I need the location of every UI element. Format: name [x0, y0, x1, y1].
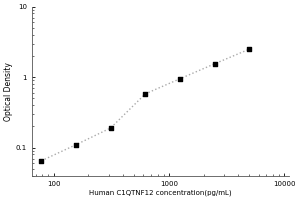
Point [247, 48, 252, 51]
Point [39, 159, 44, 162]
Point [212, 62, 217, 65]
Point [143, 92, 148, 95]
Y-axis label: Optical Density: Optical Density [4, 62, 13, 121]
Point [74, 143, 78, 146]
Point [178, 77, 182, 80]
Point [108, 126, 113, 130]
X-axis label: Human C1QTNF12 concentration(pg/mL): Human C1QTNF12 concentration(pg/mL) [89, 189, 232, 196]
